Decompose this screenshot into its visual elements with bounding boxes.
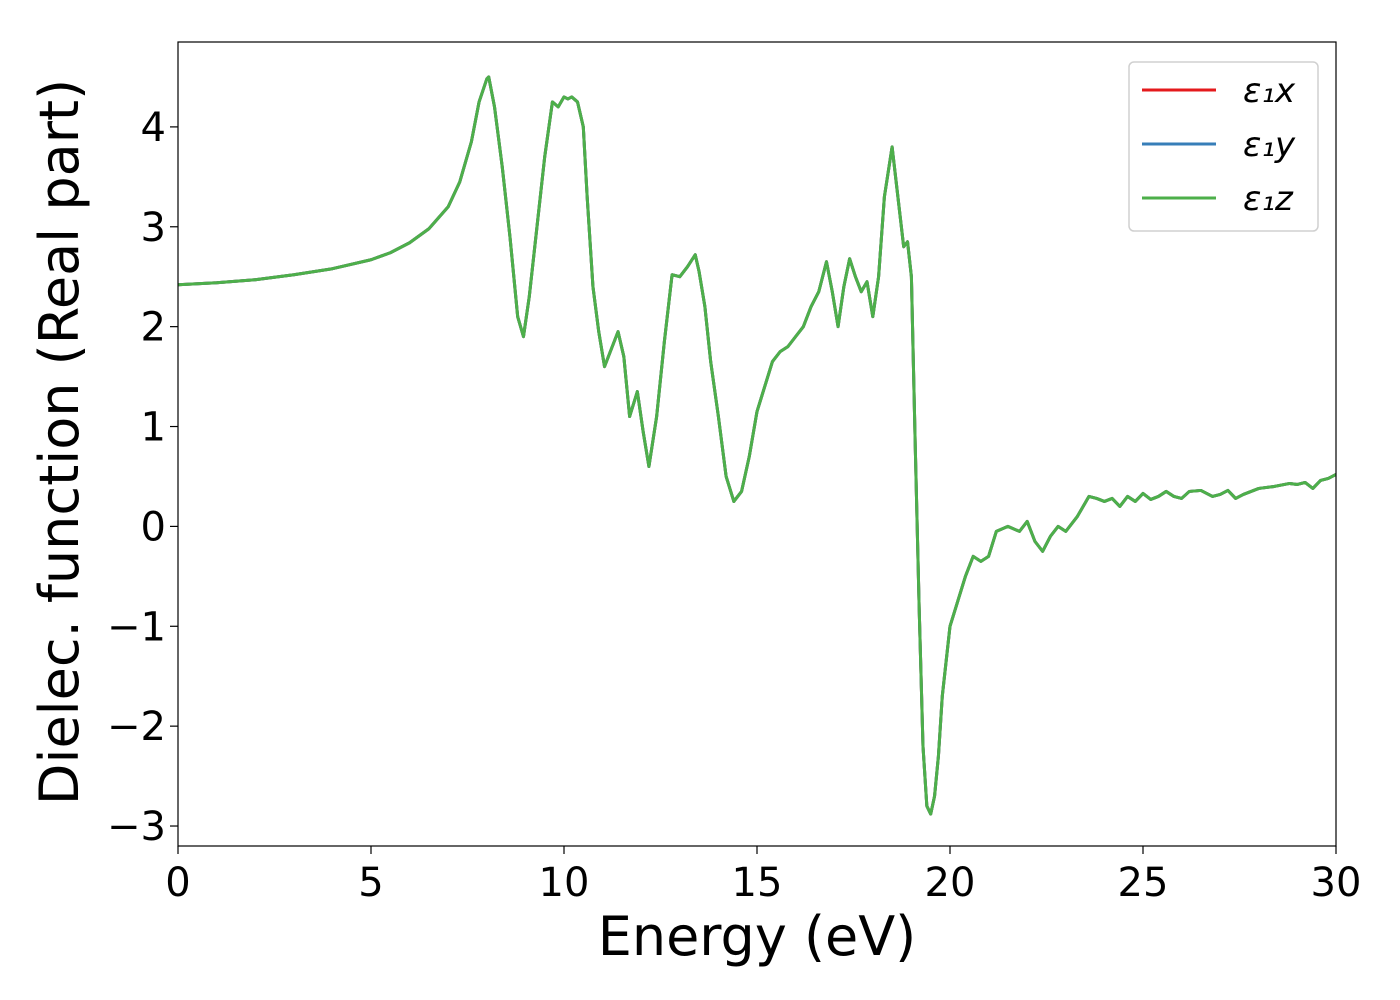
y-tick-label: 2 <box>141 305 166 351</box>
x-tick-label: 30 <box>1311 860 1362 906</box>
y-tick-label: −3 <box>107 804 166 850</box>
y-tick-label: −1 <box>107 604 166 650</box>
y-tick-label: −2 <box>107 704 166 750</box>
y-tick-label: 4 <box>141 105 166 151</box>
x-tick-label: 10 <box>539 860 590 906</box>
legend-label: ε₁y <box>1243 125 1296 165</box>
x-tick-label: 0 <box>165 860 190 906</box>
x-tick-label: 20 <box>925 860 976 906</box>
y-axis-label: Dielec. function (Real part) <box>28 79 91 805</box>
y-tick-label: 3 <box>141 205 166 251</box>
legend: ε₁x ε₁y ε₁z <box>1128 61 1319 232</box>
series-line-3 <box>178 75 1336 816</box>
legend-box <box>1128 61 1319 232</box>
y-tick-label: 0 <box>141 504 166 550</box>
y-tick-label: 1 <box>141 405 166 451</box>
axes: 0 5 10 15 20 25 30 −3 −2 −1 0 1 2 3 4 <box>107 41 1362 906</box>
x-axis-label: Energy (eV) <box>598 905 917 968</box>
legend-label: ε₁z <box>1243 179 1294 219</box>
plot-area <box>178 75 1336 816</box>
x-tick-label: 5 <box>358 860 383 906</box>
legend-label: ε₁x <box>1243 71 1296 111</box>
x-tick-label: 25 <box>1118 860 1169 906</box>
x-tick-label: 15 <box>732 860 783 906</box>
